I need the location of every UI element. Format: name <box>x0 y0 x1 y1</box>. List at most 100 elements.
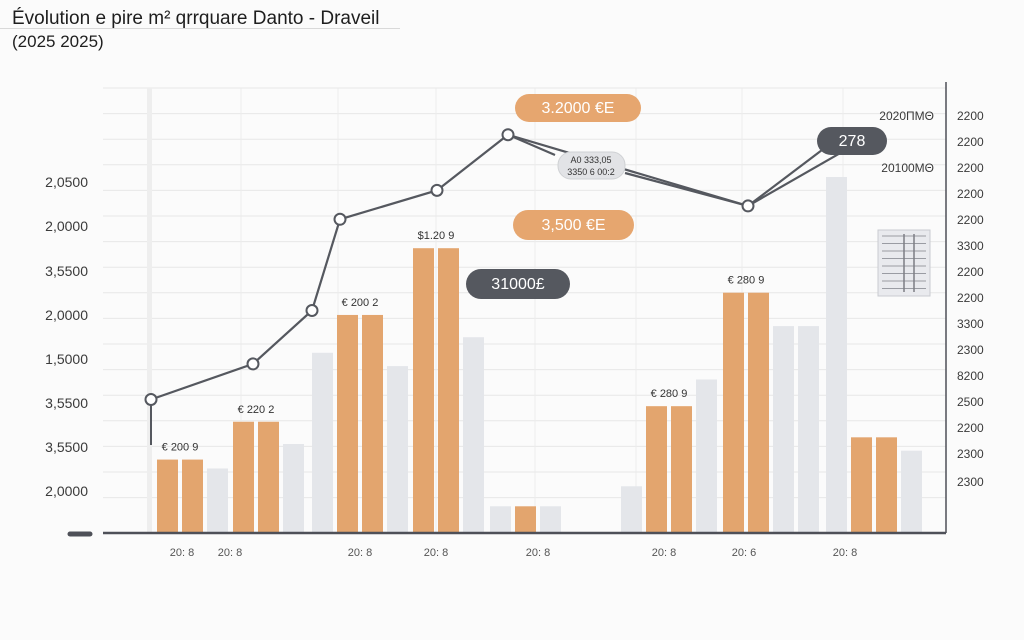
bar-value-labels: € 200 9 € 220 2 € 200 2 $1.20 9 € 280 9 € 280… <box>162 230 765 453</box>
bar-group-label: € 280 9 <box>728 275 765 287</box>
bar-orange <box>157 459 178 533</box>
y-tick-label-right: 2500 <box>957 395 984 409</box>
trend-line-segment <box>747 149 823 207</box>
bar-orange <box>671 406 692 533</box>
annotation-pill-right-label: 278 <box>839 133 866 150</box>
bar-orange <box>362 314 383 533</box>
bar-gray <box>826 177 847 533</box>
bar-gray <box>463 337 484 533</box>
trend-line-series <box>144 128 846 445</box>
legend-thumbnail-icon <box>877 229 931 297</box>
bar-group-label: € 220 2 <box>238 404 275 416</box>
bar-orange <box>233 421 254 533</box>
y-tick-label-right: 2200 <box>957 135 984 149</box>
annotation-pill-mid-bg <box>513 210 634 240</box>
y-tick-label-right: 2200 <box>957 213 984 227</box>
y-tick-label-right: 2200 <box>957 291 984 305</box>
annotation-pill-dark-label: 31000£ <box>491 276 544 293</box>
trend-line <box>150 133 846 401</box>
annotation-pill-right-bg <box>817 127 887 155</box>
y-tick-label-left: 2,0000 <box>45 307 88 323</box>
annotation-small-box-line2: 3350 6 00:2 <box>567 167 615 177</box>
axes <box>67 82 947 537</box>
bar-gray <box>798 326 819 533</box>
x-tick-label: 20: 8 <box>652 547 676 559</box>
bar-gray <box>696 379 717 533</box>
highlight-band <box>147 88 152 533</box>
y-right-header: 20100ΜΘ <box>881 161 934 175</box>
annotation-small-box-line1: A0 333,05 <box>570 155 611 165</box>
bar-orange <box>748 292 769 533</box>
line-point <box>430 183 444 197</box>
bar-gray <box>387 366 408 533</box>
bar-orange <box>337 314 358 533</box>
y-tick-label-right: 2200 <box>957 421 984 435</box>
x-tick-label: 20: 8 <box>218 547 242 559</box>
line-point <box>144 393 158 406</box>
grid-lines <box>103 87 946 533</box>
bar-group-label: $1.20 9 <box>418 230 455 242</box>
bar-orange <box>723 292 744 533</box>
y-tick-label-left: 2,0000 <box>45 218 88 234</box>
bar-series <box>157 177 922 533</box>
trend-line-segment <box>507 133 556 157</box>
x-tick-label: 20: 8 <box>424 547 448 559</box>
bar-group-label: € 200 2 <box>342 297 379 309</box>
x-tick-label: 20: 6 <box>732 547 756 559</box>
bar-gray <box>312 352 333 533</box>
line-point <box>501 128 515 142</box>
y-tick-label-right: 2200 <box>957 265 984 279</box>
bar-gray <box>773 326 794 533</box>
annotation-small-box-bg <box>557 151 626 180</box>
x-tick-label: 20: 8 <box>833 547 857 559</box>
y-tick-label-right: 3300 <box>957 239 984 253</box>
axis-ticks: 2,0500 2,0000 3,5500 2,0000 1,5000 3,5500 3,55… <box>45 109 984 559</box>
y-tick-label-left: 2,0500 <box>45 174 88 190</box>
y-tick-label-right: 2300 <box>957 447 984 461</box>
annotations: 3.2000 €E 3,500 €E 31000£ 278 A0 333,05 3350 … <box>466 94 887 299</box>
bar-gray <box>283 444 304 533</box>
bar-orange <box>876 437 897 533</box>
x-tick-label: 20: 8 <box>170 547 194 559</box>
chart-subtitle: (2025 2025) <box>12 32 104 51</box>
y-tick-label-left: 2,0000 <box>45 483 88 499</box>
bar-gray <box>621 486 642 533</box>
bar-orange <box>438 248 459 533</box>
x-tick-label: 20: 8 <box>348 547 372 559</box>
title-divider <box>0 28 400 29</box>
annotation-pill-top-bg <box>515 94 641 122</box>
line-point <box>305 304 319 317</box>
bar-group-label: € 280 9 <box>651 388 688 400</box>
annotation-pill-mid-label: 3,500 €E <box>541 217 605 234</box>
y-tick-label-right: 2200 <box>957 187 984 201</box>
y-tick-label-right: 8200 <box>957 369 984 383</box>
bar-gray <box>540 506 561 533</box>
bar-gray <box>207 468 228 533</box>
trend-line-segment <box>624 171 749 207</box>
y-tick-label-right: 2200 <box>957 161 984 175</box>
bar-orange <box>258 421 279 533</box>
y-tick-label-left: 3,5500 <box>45 439 88 455</box>
x-tick-label: 20: 8 <box>526 547 550 559</box>
annotation-pill-top-label: 3.2000 €E <box>542 100 615 117</box>
chart-title: Évolution e pire m² qrrquare Danto - Dra… <box>12 8 380 29</box>
bar-group-label: € 200 9 <box>162 442 199 454</box>
line-point <box>741 199 755 213</box>
bar-orange <box>182 459 203 533</box>
bar-orange <box>646 406 667 533</box>
bar-gray <box>901 450 922 533</box>
y-tick-label-right: 2200 <box>957 109 984 123</box>
y-right-header: 2020ΠΜΘ <box>879 109 934 123</box>
bar-orange <box>851 437 872 533</box>
y-tick-label-left: 3,5500 <box>45 263 88 279</box>
y-tick-label-right: 2300 <box>957 343 984 357</box>
line-point <box>333 212 347 226</box>
y-tick-label-right: 2300 <box>957 475 984 489</box>
y-tick-label-left: 3,5500 <box>45 395 88 411</box>
line-point <box>246 357 260 371</box>
y-tick-label-right: 3300 <box>957 317 984 331</box>
y-tick-label-left: 1,5000 <box>45 351 88 367</box>
bar-gray <box>490 506 511 533</box>
annotation-pill-dark-bg <box>466 269 570 299</box>
